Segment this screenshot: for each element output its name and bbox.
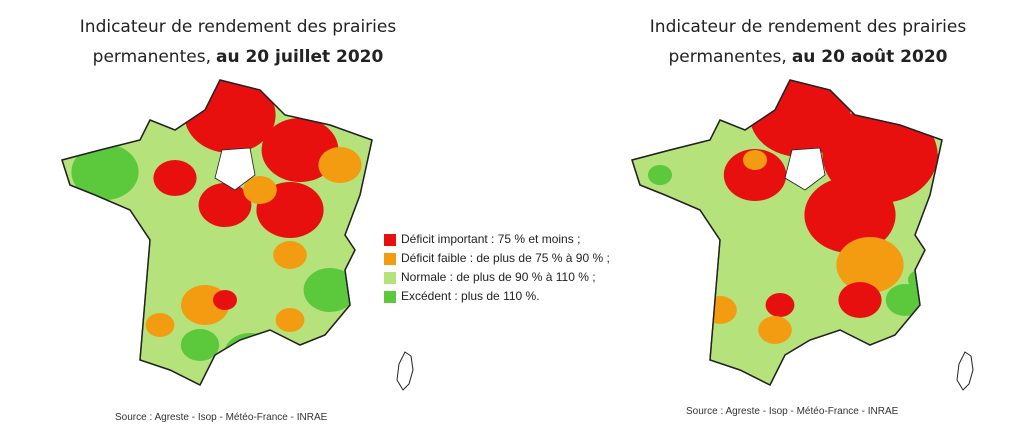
legend-swatch	[384, 272, 396, 284]
region	[213, 290, 237, 310]
region	[243, 176, 277, 204]
region	[198, 183, 252, 227]
title-line: permanentes,	[669, 47, 787, 67]
region	[180, 329, 220, 361]
legend-swatch	[384, 234, 396, 246]
region	[153, 160, 197, 196]
region	[71, 144, 139, 200]
region	[303, 268, 357, 312]
title-date: au 20 juillet 2020	[216, 47, 384, 67]
corsica	[396, 351, 414, 391]
title-line: permanentes,	[93, 47, 211, 67]
paris	[214, 147, 256, 191]
france-border	[631, 79, 943, 387]
region	[885, 284, 925, 316]
map-title: permanentes, au 20 juillet 2020	[93, 47, 384, 67]
map-title: permanentes, au 20 août 2020	[669, 47, 948, 67]
legend-label: Déficit faible : de plus de 75 % à 90 % …	[401, 251, 610, 265]
region	[758, 316, 792, 344]
region	[723, 149, 787, 201]
legend-swatch	[384, 291, 396, 303]
region	[648, 165, 672, 185]
region	[908, 270, 932, 290]
title-line: Indicateur de rendement des prairies	[80, 17, 397, 37]
paris	[784, 147, 826, 191]
region	[836, 237, 904, 293]
region	[743, 150, 767, 170]
source: Source : Agreste - Isop - Météo-France -…	[686, 406, 899, 417]
region	[223, 333, 277, 377]
legend-label: Normale : de plus de 90 % à 110 % ;	[401, 270, 596, 284]
regions	[648, 80, 940, 344]
region	[765, 293, 795, 317]
france-border	[61, 79, 373, 387]
legend-label: Excédent : plus de 110 %.	[401, 289, 540, 303]
region	[900, 144, 940, 176]
title-date: au 20 août 2020	[792, 47, 948, 67]
map-title: Indicateur de rendement des prairies	[80, 17, 397, 37]
corsica	[956, 351, 974, 391]
legend-label: Déficit important : 75 % et moins ;	[401, 232, 580, 246]
region	[145, 313, 175, 337]
map-title: Indicateur de rendement des prairies	[650, 17, 967, 37]
source: Source : Agreste - Isop - Météo-France -…	[115, 412, 328, 423]
legend-swatch	[384, 253, 396, 265]
region	[273, 241, 307, 269]
region	[318, 147, 362, 183]
region	[838, 282, 882, 318]
region	[703, 296, 737, 324]
title-line: Indicateur de rendement des prairies	[650, 17, 967, 37]
region	[804, 177, 896, 253]
region	[275, 308, 305, 332]
